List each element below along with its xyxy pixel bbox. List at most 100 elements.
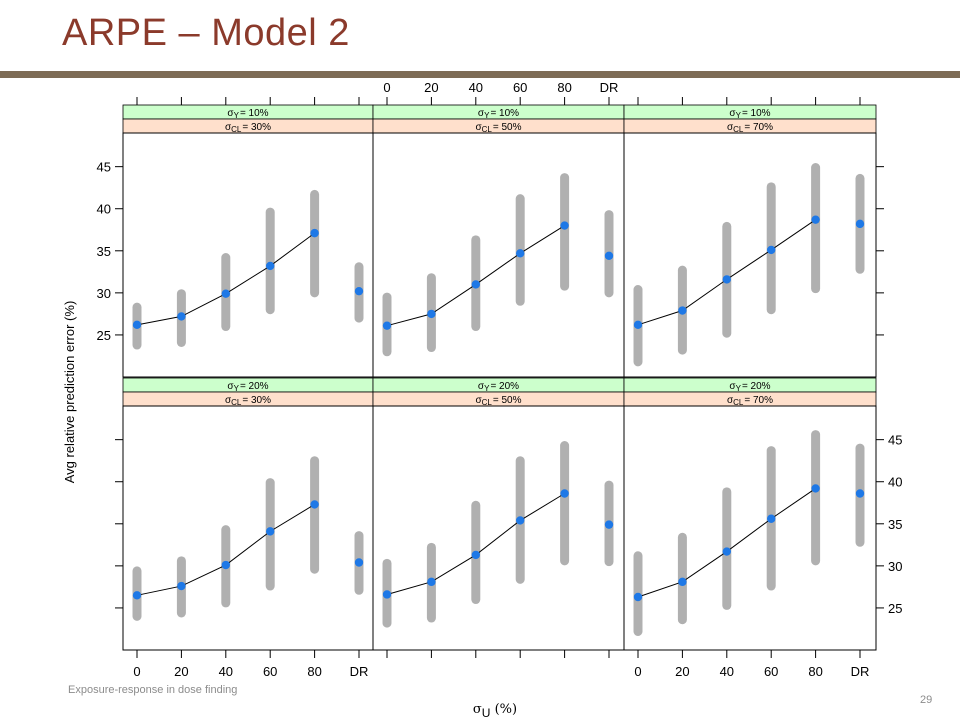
x-tick-label-bottom-0-2: 40 xyxy=(219,664,233,679)
x-tick-label-top-2: 40 xyxy=(469,80,483,95)
strip-top-label-5-subscript: Y xyxy=(736,384,742,393)
mean-point-3-1 xyxy=(177,581,186,591)
mean-point-2-4 xyxy=(811,215,820,224)
mean-point-4-0 xyxy=(382,590,392,599)
page-number: 29 xyxy=(920,694,933,706)
strip-bottom-label-4: σCL= 50% xyxy=(475,395,521,407)
x-axis-label: σU (%) xyxy=(473,702,517,720)
y-tick-label-right-2: 35 xyxy=(888,517,902,532)
slide-footer: Exposure-response in dose finding xyxy=(68,684,238,696)
strip-top-label-0-symbol: σ xyxy=(227,108,234,119)
x-tick-label-bottom-0-4: 80 xyxy=(307,664,321,679)
strip-top-label-5-value: = 20% xyxy=(742,381,771,392)
mean-point-1-2 xyxy=(471,280,480,289)
strip-bottom-label-1-value: = 50% xyxy=(493,122,522,133)
strip-top-label-1-subscript: Y xyxy=(484,111,490,120)
strip-top-label-0: σY= 10% xyxy=(227,108,268,120)
y-tick-label-left-0: 25 xyxy=(97,328,111,343)
strip-bottom-label-0-subscript: CL xyxy=(231,125,242,134)
strip-bottom-label-1-symbol: σ xyxy=(475,122,482,133)
strip-bottom-label-2-value: = 70% xyxy=(744,122,773,133)
mean-point-2-1 xyxy=(678,306,687,315)
x-tick-label-bottom-2-3: 60 xyxy=(764,664,778,679)
y-axis-label: Avg relative prediction error (%) xyxy=(62,301,77,484)
mean-point-5-2 xyxy=(722,547,731,556)
strip-top-label-4: σY= 20% xyxy=(478,381,519,393)
y-tick-label-right-0: 25 xyxy=(888,601,902,616)
strip-bottom-label-0: σCL= 30% xyxy=(225,122,271,134)
mean-point-1-4 xyxy=(560,221,569,230)
panel-strips: σY= 10%σCL= 30%σY= 10%σCL= 50%σY= 10%σCL… xyxy=(122,104,877,407)
strip-top-label-0-value: = 10% xyxy=(240,108,269,119)
strip-bottom-label-5-symbol: σ xyxy=(727,395,734,406)
strip-bottom-label-0-value: = 30% xyxy=(242,122,271,133)
mean-point-5-5 xyxy=(855,489,865,498)
mean-point-1-5 xyxy=(604,251,614,261)
strip-bottom-label-4-subscript: CL xyxy=(482,398,493,407)
strip-top-label-1: σY= 10% xyxy=(478,108,519,120)
y-tick-label-right-4: 45 xyxy=(888,433,902,448)
x-tick-label-bottom-2-4: 80 xyxy=(808,664,822,679)
strip-top-label-5: σY= 20% xyxy=(729,381,770,393)
mean-point-4-2 xyxy=(471,550,480,560)
strip-bottom-label-0-symbol: σ xyxy=(225,122,232,133)
chart-axes: 25 25 30 30 35 35 40 40 45 45 0 20 40 60 80 DR 0 20 40 60 80… xyxy=(97,80,903,679)
mean-point-3-5 xyxy=(354,558,364,567)
mean-point-3-3 xyxy=(266,527,275,536)
mean-point-4-1 xyxy=(427,577,436,587)
strip-top-label-3-symbol: σ xyxy=(227,381,234,392)
strip-top-label-2-symbol: σ xyxy=(729,108,736,119)
x-tick-label-bottom-2-0: 0 xyxy=(634,664,641,679)
x-tick-label-top-4: 80 xyxy=(557,80,571,95)
mean-point-3-4 xyxy=(310,500,319,509)
x-tick-label-top-3: 60 xyxy=(513,80,527,95)
strip-bottom-label-3-subscript: CL xyxy=(231,398,242,407)
panel-frame-5 xyxy=(623,405,877,651)
strip-top-label-4-symbol: σ xyxy=(478,381,485,392)
x-axis-label-subscript: U xyxy=(482,706,491,720)
y-tick-label-right-3: 40 xyxy=(888,475,902,490)
strip-bottom-label-2-subscript: CL xyxy=(733,125,744,134)
x-tick-label-bottom-0-1: 20 xyxy=(174,664,188,679)
strip-bottom-label-2-symbol: σ xyxy=(727,122,734,133)
panel-frame-2 xyxy=(623,132,877,378)
mean-point-0-0 xyxy=(132,320,142,330)
strip-top-label-2-subscript: Y xyxy=(736,111,742,120)
title-divider xyxy=(0,71,960,78)
x-tick-label-bottom-0-3: 60 xyxy=(263,664,277,679)
panel-frame-3 xyxy=(122,405,374,651)
mean-point-5-1 xyxy=(678,577,687,587)
mean-point-1-0 xyxy=(382,321,392,330)
strip-bottom-label-4-value: = 50% xyxy=(493,395,522,406)
mean-point-2-5 xyxy=(855,219,865,229)
mean-point-3-2 xyxy=(221,560,230,570)
x-tick-label-top-0: 0 xyxy=(383,80,390,95)
x-tick-label-bottom-0-5: DR xyxy=(350,664,369,679)
mean-point-2-0 xyxy=(633,320,643,330)
y-tick-label-left-2: 35 xyxy=(97,244,111,259)
mean-point-5-4 xyxy=(811,484,820,493)
strip-top-label-1-symbol: σ xyxy=(478,108,485,119)
y-tick-label-left-4: 45 xyxy=(97,160,111,175)
panel-frame-1 xyxy=(372,132,625,378)
strip-bottom-label-4-symbol: σ xyxy=(475,395,482,406)
x-tick-label-top-1: 20 xyxy=(424,80,438,95)
strip-top-label-3-value: = 20% xyxy=(240,381,269,392)
strip-bottom-label-5-value: = 70% xyxy=(744,395,773,406)
strip-bottom-label-3: σCL= 30% xyxy=(225,395,271,407)
strip-top-label-4-value: = 20% xyxy=(490,381,519,392)
y-tick-label-left-1: 30 xyxy=(97,286,111,301)
strip-bottom-label-3-value: = 30% xyxy=(242,395,271,406)
x-tick-label-bottom-2-2: 40 xyxy=(720,664,734,679)
mean-point-1-1 xyxy=(427,309,436,319)
strip-top-label-2-value: = 10% xyxy=(742,108,771,119)
strip-bottom-label-5: σCL= 70% xyxy=(727,395,773,407)
strip-top-label-5-symbol: σ xyxy=(729,381,736,392)
mean-point-0-5 xyxy=(354,286,364,296)
strip-bottom-label-1: σCL= 50% xyxy=(475,122,521,134)
strip-bottom-label-2: σCL= 70% xyxy=(727,122,773,134)
x-tick-label-top-5: DR xyxy=(600,80,619,95)
strip-top-label-4-subscript: Y xyxy=(484,384,490,393)
strip-top-label-3-subscript: Y xyxy=(234,384,240,393)
mean-point-2-2 xyxy=(722,275,731,284)
